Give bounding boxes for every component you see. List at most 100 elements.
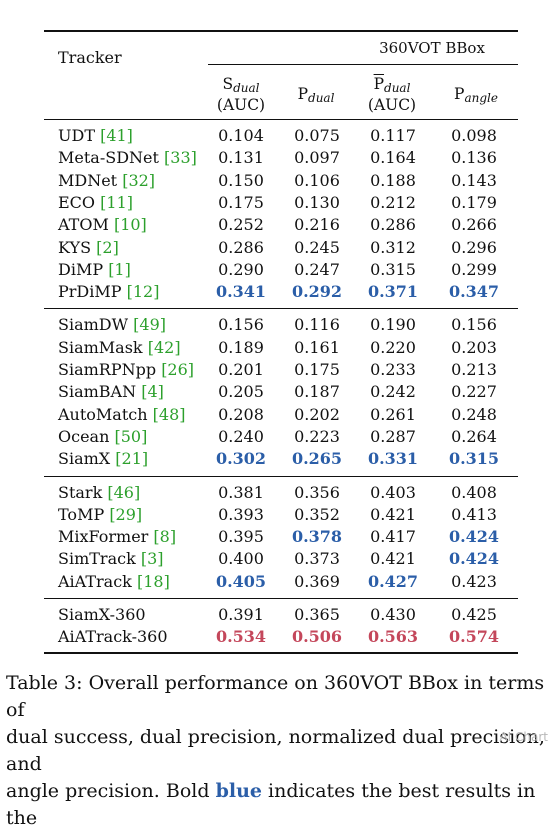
table-cell: 0.424 — [448, 527, 500, 547]
table-cell: 0.179 — [451, 192, 497, 212]
citation-link[interactable]: [32] — [122, 170, 156, 190]
citation-link[interactable]: [21] — [115, 449, 149, 469]
citation-link[interactable]: [11] — [100, 192, 133, 212]
tracker-name: MDNet [32] — [58, 170, 156, 190]
table-row: ATOM [10] 0.252 0.216 0.286 0.266 — [44, 215, 518, 237]
table-cell: 0.242 — [370, 382, 416, 402]
table-cell: 0.356 — [294, 482, 340, 502]
table-cell: 0.245 — [294, 237, 340, 257]
tracker-name: Meta-SDNet [33] — [58, 148, 197, 168]
table-cell: 0.131 — [218, 148, 264, 168]
tracker-name: SiamMask [42] — [58, 337, 181, 357]
table-cell: 0.352 — [294, 504, 340, 524]
citation-link[interactable]: [48] — [152, 404, 186, 424]
tracker-name: SiamRPNpp [26] — [58, 360, 195, 379]
table-cell: 0.097 — [294, 148, 340, 168]
citation-link[interactable]: [4] — [141, 382, 164, 402]
citation-link[interactable]: [1] — [108, 259, 131, 279]
table-cell: 0.287 — [370, 426, 416, 446]
table-cell: 0.290 — [218, 259, 264, 279]
table-cell: 0.563 — [367, 627, 419, 647]
header-pdual-normalized: Pdual (AUC) — [367, 75, 417, 114]
citation-link[interactable]: [42] — [147, 337, 181, 357]
tracker-name: SiamBAN [4] — [58, 382, 164, 402]
table-cell: 0.331 — [367, 449, 419, 469]
table-cell: 0.252 — [218, 215, 264, 235]
table-row: KYS [2] 0.286 0.245 0.312 0.296 — [44, 238, 518, 260]
watermark: AI Chart — [499, 730, 548, 744]
table-cell: 0.212 — [370, 192, 416, 212]
table-cell: 0.265 — [291, 449, 343, 469]
citation-link[interactable]: [8] — [153, 527, 177, 547]
table-row: SiamDW [49] 0.156 0.116 0.190 0.156 — [44, 315, 518, 337]
table-row: DiMP [1] 0.290 0.247 0.315 0.299 — [44, 260, 518, 282]
citation-link[interactable]: [26] — [161, 360, 195, 379]
tracker-name: ATOM [10] — [58, 215, 147, 235]
citation-link[interactable]: [2] — [96, 237, 119, 257]
table-cell: 0.266 — [451, 215, 497, 235]
table-cell: 0.175 — [218, 192, 264, 212]
table-cell: 0.216 — [294, 215, 340, 235]
table-cell: 0.136 — [451, 148, 497, 168]
table-cell: 0.286 — [370, 215, 416, 235]
table-cell: 0.391 — [218, 605, 264, 624]
table-cell: 0.264 — [451, 426, 497, 446]
table-cell: 0.427 — [367, 571, 419, 591]
group-separator — [44, 308, 518, 310]
table-cell: 0.413 — [451, 504, 497, 524]
table-cell: 0.106 — [294, 170, 340, 190]
table-cell: 0.347 — [448, 282, 500, 302]
table-cell: 0.240 — [218, 426, 264, 446]
table-cell: 0.116 — [294, 315, 340, 335]
table-cell: 0.117 — [370, 126, 416, 145]
table-cell: 0.421 — [370, 504, 416, 524]
table-cell: 0.315 — [448, 449, 500, 469]
citation-link[interactable]: [18] — [136, 571, 170, 591]
table-row: Stark [46] 0.381 0.356 0.403 0.408 — [44, 483, 518, 505]
table-cell: 0.369 — [294, 571, 340, 591]
table-cell: 0.408 — [451, 482, 497, 502]
caption-line-1: Table 3: Overall performance on 360VOT B… — [6, 672, 545, 721]
tracker-name: SimTrack [3] — [58, 549, 164, 569]
table-cell: 0.403 — [370, 482, 416, 502]
group-separator — [44, 598, 518, 599]
table-row: AiATrack [18] 0.405 0.369 0.427 0.423 — [44, 572, 518, 594]
table-cell: 0.156 — [218, 315, 264, 335]
header-tracker: Tracker — [58, 48, 122, 67]
caption-line-3: angle precision. Bold blue indicates the… — [6, 780, 536, 829]
citation-link[interactable]: [29] — [109, 504, 143, 524]
citation-link[interactable]: [33] — [164, 148, 197, 168]
citation-link[interactable]: [10] — [113, 215, 147, 235]
table-cell: 0.188 — [370, 170, 416, 190]
citation-link[interactable]: [41] — [100, 126, 133, 145]
table-cell: 0.247 — [294, 259, 340, 279]
citation-link[interactable]: [46] — [107, 482, 141, 502]
table-cell: 0.202 — [294, 404, 340, 424]
table-row: SiamRPNpp [26] 0.201 0.175 0.233 0.213 — [44, 360, 518, 382]
table-cell: 0.341 — [215, 282, 267, 302]
tracker-name: MixFormer [8] — [58, 527, 177, 547]
table-cell: 0.299 — [451, 259, 497, 279]
table-cell: 0.534 — [215, 627, 267, 647]
table-cell: 0.261 — [370, 404, 416, 424]
tracker-name: SiamDW [49] — [58, 315, 166, 335]
table-caption: Table 3: Overall performance on 360VOT B… — [6, 670, 558, 832]
citation-link[interactable]: [50] — [114, 426, 148, 446]
table-cell: 0.220 — [370, 337, 416, 357]
table-row: PrDiMP [12] 0.341 0.292 0.371 0.347 — [44, 282, 518, 304]
citation-link[interactable]: [12] — [126, 282, 160, 302]
header-rule — [44, 119, 518, 120]
citation-link[interactable]: [49] — [133, 315, 166, 335]
citation-link[interactable]: [3] — [140, 549, 164, 569]
table-cell: 0.130 — [294, 192, 340, 212]
table-cell: 0.223 — [294, 426, 340, 446]
tracker-name: AutoMatch [48] — [58, 404, 186, 424]
table-cell: 0.417 — [370, 527, 416, 547]
table-cell: 0.312 — [370, 237, 416, 257]
header-pangle: Pangle — [454, 85, 498, 105]
table-row: Meta-SDNet [33] 0.131 0.097 0.164 0.136 — [44, 148, 518, 170]
caption-keyword-blue: blue — [215, 780, 262, 802]
table-cell: 0.161 — [294, 337, 340, 357]
table-cell: 0.574 — [448, 627, 500, 647]
group-separator — [44, 475, 518, 477]
